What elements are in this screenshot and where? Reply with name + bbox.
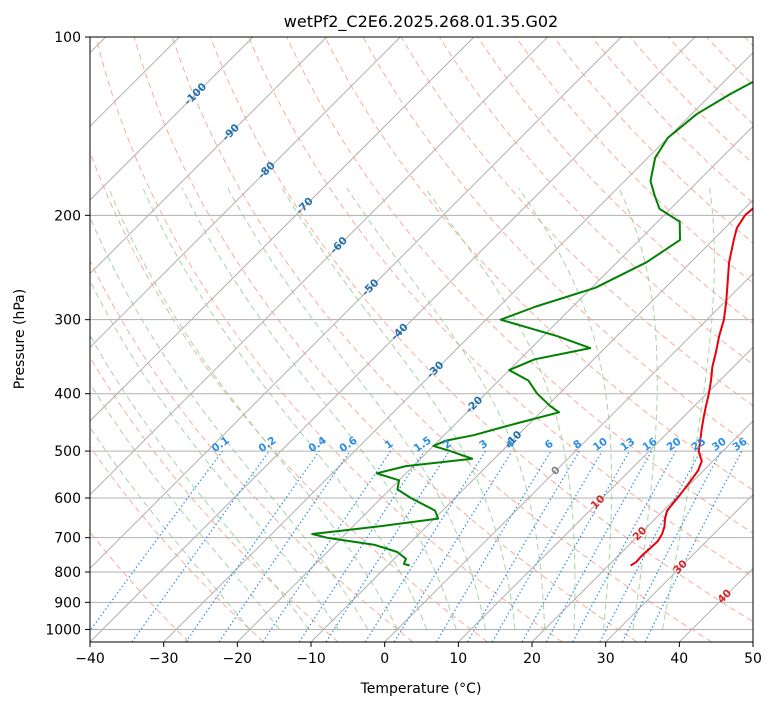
isotherm-line xyxy=(605,493,753,642)
dry-adiabat-line xyxy=(171,37,712,642)
moist-adiabat-line xyxy=(346,187,546,630)
y-tick-label: 100 xyxy=(54,30,81,46)
x-tick-label: 30 xyxy=(597,651,615,667)
dry-adiabat-line xyxy=(248,37,753,578)
dry-adiabat-line xyxy=(324,37,753,491)
isotherm-line xyxy=(90,37,622,570)
x-tick-label: −20 xyxy=(223,651,253,667)
background-lines xyxy=(90,37,753,642)
x-tick-label: 20 xyxy=(523,651,541,667)
x-tick-label: 10 xyxy=(449,651,467,667)
moist-adiabat-line xyxy=(90,279,339,630)
dry-adiabat-line xyxy=(629,37,753,165)
dry-adiabat-line xyxy=(477,37,753,325)
axis-ticks: −40 −30 −20 −10 0 10 20 30 40 50 100 200 300 400 500 60… xyxy=(45,30,762,667)
dry-adiabat-line xyxy=(90,259,414,642)
moist-adiabat-line xyxy=(142,187,428,630)
y-tick-label: 800 xyxy=(54,565,81,581)
y-axis-label: Pressure (hPa) xyxy=(12,289,28,389)
mixing-ratio-line xyxy=(393,450,513,642)
y-tick-label: 1000 xyxy=(45,622,81,638)
y-tick-label: 900 xyxy=(54,595,81,611)
mixing-ratio-line xyxy=(545,450,653,642)
isotherm-line xyxy=(90,37,549,496)
mixing-ratio-line xyxy=(131,450,270,642)
y-tick-label: 700 xyxy=(54,531,81,547)
dry-adiabat-line xyxy=(362,37,753,449)
x-tick-label: −30 xyxy=(149,651,179,667)
isotherm-line xyxy=(90,37,254,201)
moist-adiabat-line xyxy=(90,382,280,630)
x-axis-label: Temperature (°C) xyxy=(360,681,482,697)
y-tick-label: 300 xyxy=(54,313,81,329)
isotherm-line xyxy=(90,37,401,349)
temperature-profile-line xyxy=(630,207,753,567)
isotherm-line xyxy=(236,125,753,642)
mixing-ratio-line xyxy=(185,450,320,642)
y-tick-label: 200 xyxy=(54,208,81,224)
isotherm-line xyxy=(531,420,753,642)
x-tick-label: 40 xyxy=(670,651,688,667)
mixing-ratio-line xyxy=(325,450,450,642)
isotherm-line xyxy=(90,37,328,275)
isotherm-line xyxy=(90,37,475,422)
moist-adiabat-line xyxy=(108,188,398,630)
moist-adiabat-line xyxy=(181,187,457,630)
moist-adiabat-line xyxy=(227,187,487,630)
mixing-ratio-line xyxy=(491,450,603,642)
plot-frame xyxy=(89,36,754,643)
chart-title: wetPf2_C2E6.2025.268.01.35.G02 xyxy=(284,12,558,32)
mixing-ratio-line xyxy=(364,450,486,642)
moist-adiabat-line xyxy=(425,187,576,630)
x-tick-label: 50 xyxy=(744,651,762,667)
y-tick-label: 500 xyxy=(54,444,81,460)
dry-adiabat-line xyxy=(591,37,753,204)
x-tick-label: −10 xyxy=(296,651,326,667)
dry-adiabat-line xyxy=(210,37,753,623)
dry-adiabat-line xyxy=(515,37,753,284)
mixing-ratio-line xyxy=(466,450,580,642)
y-tick-label: 400 xyxy=(54,387,81,403)
dry-adiabat-line xyxy=(90,445,264,642)
profile-lines xyxy=(311,80,753,567)
y-tick-label: 600 xyxy=(54,491,81,507)
moist-adiabat-line xyxy=(90,334,310,630)
dry-adiabat-line xyxy=(95,37,563,642)
mixing-ratio-line xyxy=(90,450,223,632)
mixing-ratio-line xyxy=(521,450,631,642)
mixing-ratio-line xyxy=(572,450,677,642)
dry-adiabat-line xyxy=(400,37,753,407)
dry-adiabat-line xyxy=(133,37,638,642)
dewpoint-profile-line xyxy=(311,80,753,567)
moist-adiabat-line xyxy=(90,215,369,630)
x-tick-label: 0 xyxy=(380,651,389,667)
mixing-ratio-line xyxy=(218,450,351,642)
isotherm-line xyxy=(384,272,753,642)
isotherm-line xyxy=(457,346,753,642)
mixing-ratio-line xyxy=(435,450,552,642)
isotherm-line xyxy=(90,37,696,642)
x-tick-label: −40 xyxy=(75,651,105,667)
